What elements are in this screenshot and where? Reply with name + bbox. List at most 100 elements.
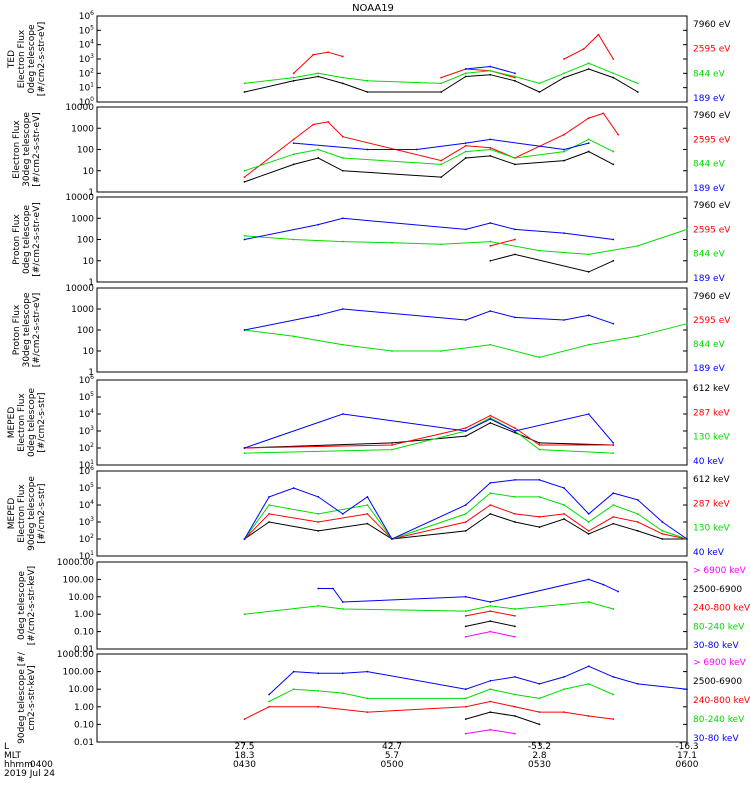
series-2595-ev — [293, 33, 614, 79]
y-axis-label: TED — [7, 50, 17, 69]
y-tick-label: 101 — [79, 82, 94, 94]
y-tick-label: 1000 — [71, 124, 94, 134]
y-tick-label: 1 — [88, 368, 94, 378]
series-612-kev — [244, 422, 614, 449]
legend-2595-ev: 2595 eV — [693, 316, 731, 326]
series-7960-ev — [244, 68, 639, 93]
legend-7960-ev: 7960 eV — [693, 20, 731, 30]
y-tick-label: 10.00 — [68, 593, 94, 603]
y-tick-label: 105 — [79, 482, 94, 494]
x-hhmm-value: 0430 — [233, 760, 256, 770]
y-tick-label: 100 — [77, 326, 94, 336]
y-axis-label: Proton Flux — [12, 214, 22, 265]
series-30-80-kev — [268, 665, 688, 695]
series-2500-6900 — [465, 711, 540, 725]
panel-frame — [96, 15, 688, 103]
series-240-800-kev — [244, 700, 614, 720]
y-tick-label: 1000 — [71, 214, 94, 224]
y-tick-label: 0.10 — [74, 720, 94, 730]
series-844-ev — [244, 62, 638, 84]
y-tick-label: 10000 — [65, 193, 94, 203]
series-2500-6900 — [465, 620, 516, 627]
legend-844-ev: 844 eV — [693, 160, 726, 170]
legend-80-240-kev: 80-240 keV — [693, 622, 745, 632]
y-axis-label: 0deg telescope — [17, 571, 27, 641]
y-axis-label: Electron Flux — [17, 484, 27, 543]
y-axis-label: 90deg telescope — [27, 476, 37, 551]
y-tick-label: 100.00 — [63, 575, 95, 585]
x-row-label: MLT — [4, 751, 22, 761]
chart-title: NOAA19 — [352, 3, 394, 14]
series--6900-kev — [465, 631, 516, 638]
legend-40-kev: 40 keV — [693, 548, 725, 558]
panel-frame — [96, 379, 688, 466]
y-axis-label: 0deg telescope — [27, 388, 37, 458]
y-tick-label: 10.00 — [68, 685, 94, 695]
y-tick-label: 103 — [79, 53, 94, 65]
y-tick-label: 10000 — [65, 103, 94, 113]
y-tick-label: 10 — [83, 257, 95, 267]
x-hhmm-value: 0500 — [381, 760, 404, 770]
y-axis-label: Electron Flux — [17, 29, 27, 88]
x-L-value: -16.3 — [675, 742, 698, 752]
series-7960-ev — [490, 253, 614, 273]
y-tick-label: 106 — [79, 465, 94, 477]
panel-frame — [96, 287, 688, 373]
legend-844-ev: 844 eV — [693, 69, 726, 79]
legend-2595-ev: 2595 eV — [693, 45, 731, 55]
x-MLT-value: 17.1 — [677, 751, 697, 761]
series-80-240-kev — [244, 601, 614, 615]
panel-7: 0.01 0.10 1.00 10.00 100.00 1000.00 0deg teles… — [17, 558, 750, 655]
panel-2: 1 10 100 1000 10000 Electron Flux 30deg telesc… — [12, 103, 731, 198]
y-tick-label: 102 — [79, 442, 94, 454]
y-tick-label: 1000 — [71, 305, 94, 315]
y-tick-label: 102 — [79, 67, 94, 79]
y-tick-label: 1 — [88, 188, 94, 198]
x-row-label: 2019 Jul 24 — [4, 769, 55, 779]
y-tick-label: 106 — [79, 10, 94, 22]
x-hhmm-first: 0400 — [30, 760, 53, 770]
legend-287-kev: 287 keV — [693, 408, 730, 418]
y-axis-label: 30deg telescope — [22, 112, 32, 187]
series-287-kev — [244, 415, 614, 449]
legend--6900-kev: > 6900 keV — [693, 658, 747, 668]
series-844-ev — [244, 228, 688, 255]
series-189-ev — [244, 217, 614, 240]
legend-2595-ev: 2595 eV — [693, 135, 731, 145]
y-tick-label: 0.01 — [74, 738, 94, 748]
legend-189-ev: 189 eV — [693, 364, 726, 374]
y-tick-label: 1000.00 — [57, 558, 94, 568]
legend-7960-ev: 7960 eV — [693, 292, 731, 302]
panel-8: 0.01 0.10 1.00 10.00 100.00 1000.00 90deg tele… — [17, 650, 750, 748]
y-tick-label: 100 — [77, 146, 94, 156]
legend-7960-ev: 7960 eV — [693, 201, 731, 211]
legend-2500-6900: 2500-6900 — [693, 677, 742, 687]
y-axis-label: Proton Flux — [12, 304, 22, 355]
legend-2500-6900: 2500-6900 — [693, 585, 742, 595]
panel-frame — [96, 196, 688, 283]
y-axis-label: [#/cm2-s-str-eV] — [32, 202, 42, 277]
legend-240-800-kev: 240-800 keV — [693, 604, 750, 614]
x-row-label: hhmm — [4, 760, 33, 770]
series-80-240-kev — [268, 683, 614, 702]
y-axis-label: MEPED — [7, 498, 17, 530]
y-axis-label: [#/cm2-s-str] — [37, 483, 47, 543]
legend-80-240-kev: 80-240 keV — [693, 715, 745, 725]
y-tick-label: 106 — [79, 374, 94, 386]
y-tick-label: 100 — [77, 236, 94, 246]
legend-189-ev: 189 eV — [693, 274, 726, 284]
y-axis-label: [#/cm2-s-str] — [37, 392, 47, 452]
y-axis-label: 30deg telescope — [22, 292, 32, 367]
y-tick-label: 104 — [79, 499, 94, 511]
series-40-kev — [244, 479, 688, 540]
series-844-ev — [244, 323, 688, 358]
x-L-value: 42.7 — [382, 742, 402, 752]
y-axis-label: [#/cm2-s-str-eV] — [32, 293, 42, 368]
legend-240-800-kev: 240-800 keV — [693, 696, 750, 706]
legend-40-kev: 40 keV — [693, 457, 725, 467]
legend-2595-ev: 2595 eV — [693, 225, 731, 235]
series-2595-ev — [244, 112, 619, 178]
series-612-kev — [244, 513, 687, 540]
